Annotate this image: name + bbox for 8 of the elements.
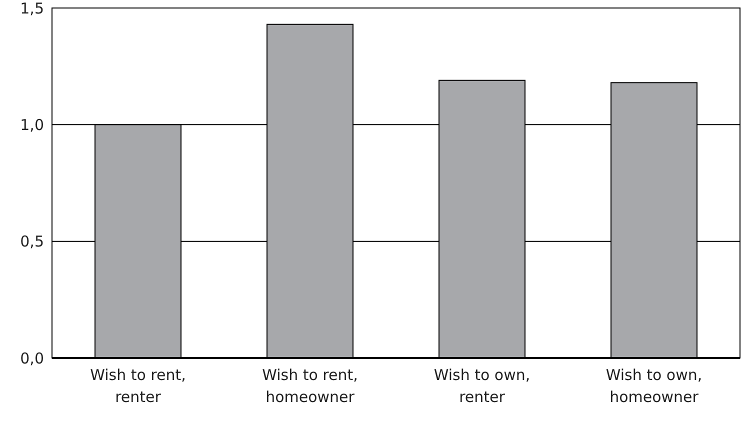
y-tick-label: 0,0	[20, 349, 44, 368]
x-tick-label: Wish to rent, homeowner	[262, 366, 358, 406]
y-tick-label: 1,0	[20, 116, 44, 134]
x-tick-label: Wish to own, renter	[434, 366, 530, 406]
y-tick-label: 1,5	[20, 0, 44, 18]
x-tick-label: Wish to own, homeowner	[606, 366, 702, 406]
x-tick-label: Wish to rent, renter	[90, 366, 186, 406]
y-tick-label: 0,5	[20, 232, 44, 251]
